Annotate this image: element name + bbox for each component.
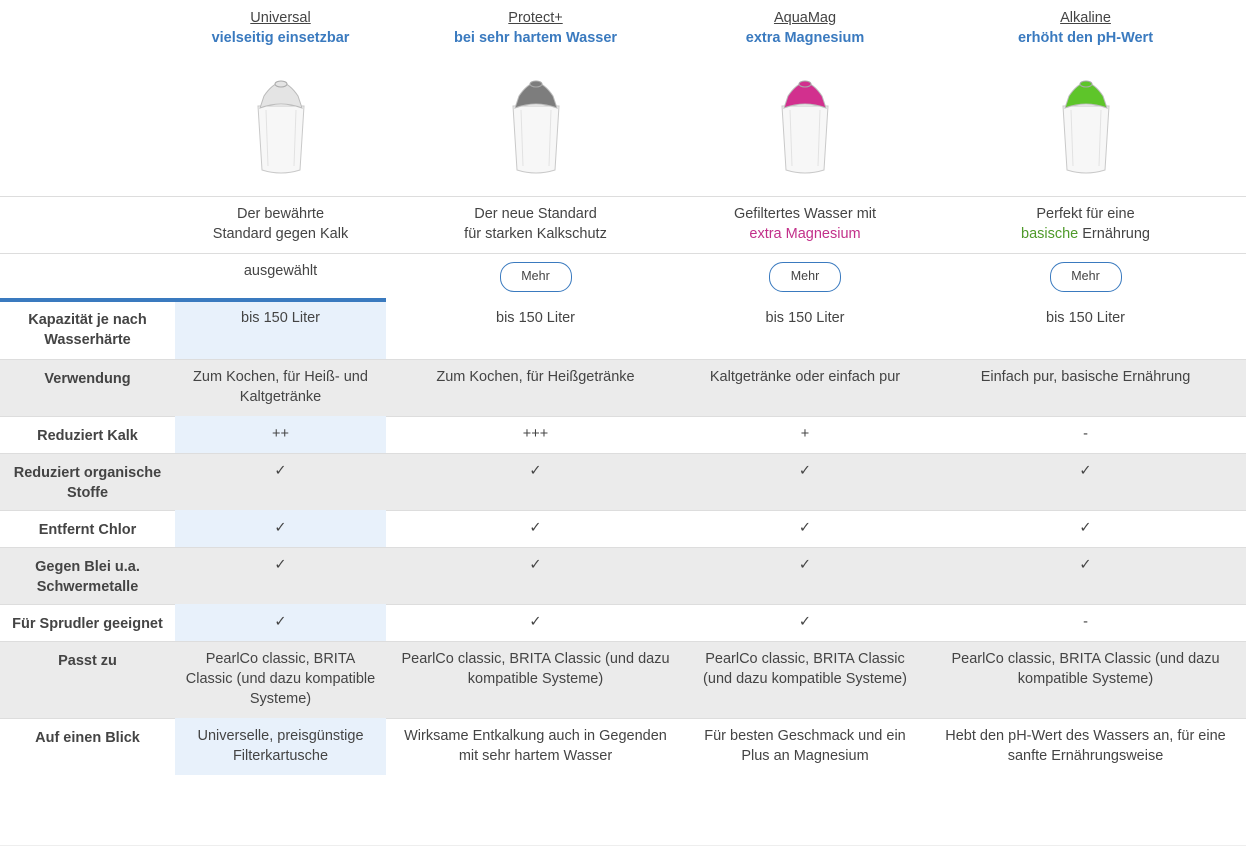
row-label: Entfernt Chlor [38, 522, 137, 538]
row-cell: ✓ [1079, 557, 1092, 573]
row-cell: ✓ [175, 604, 386, 641]
table-row [0, 453, 1246, 510]
row-cell: bis 150 Liter [1046, 310, 1125, 326]
more-button[interactable]: Mehr [769, 262, 841, 292]
row-cell: ✓ [798, 520, 812, 536]
description-text: Gefiltertes Wasser mit [733, 206, 877, 222]
cartridge-svg [256, 80, 305, 174]
cartridge-svg [511, 80, 560, 174]
row-cell: ✓ [529, 520, 542, 536]
table-row [0, 359, 1246, 416]
description-line: extra Magnesium [685, 224, 925, 244]
product-subtitle: erhöht den pH-Wert [1017, 30, 1154, 46]
row-cell: PearlCo classic, BRITA Classic (und dazu… [185, 651, 376, 707]
description-line: Perfekt für eine [925, 204, 1246, 224]
cartridge-image [1051, 78, 1121, 178]
product-description: Gefiltertes Wasser mit extra Magnesium [685, 204, 925, 244]
row-label: Gegen Blei u.a. Schwermetalle [35, 559, 140, 595]
description-line: basische Ernährung [925, 224, 1246, 244]
row-label: Kapazität je nach Wasserhärte [28, 312, 147, 348]
row-cell: ✓ [1079, 520, 1092, 536]
divider [0, 845, 1246, 846]
row-cell: +++ [522, 426, 549, 442]
cartridge-image [246, 78, 316, 178]
row-label: Reduziert organische Stoffe [13, 465, 162, 501]
product-subtitle: extra Magnesium [745, 30, 865, 46]
row-cell: ✓ [529, 557, 542, 573]
product-description: Perfekt für eine basische Ernährung [925, 204, 1246, 244]
description-line: für starken Kalkschutz [386, 224, 685, 244]
product-description: Der neue Standard für starken Kalkschutz [386, 204, 685, 244]
table-row [0, 641, 1246, 718]
row-label: Reduziert Kalk [37, 428, 138, 444]
row-label: Auf einen Blick [35, 730, 140, 746]
cartridge-svg [781, 80, 829, 174]
description-text: für starken Kalkschutz [464, 226, 607, 242]
row-cell: bis 150 Liter [496, 310, 575, 326]
description-text: basische [1021, 226, 1079, 242]
row-cell: + [800, 426, 810, 442]
product-name[interactable]: Protect+ [508, 10, 563, 26]
product-name[interactable]: AquaMag [773, 10, 837, 26]
row-cell: ✓ [798, 557, 812, 573]
row-cell: PearlCo classic, BRITA Classic (und dazu… [401, 651, 670, 687]
row-cell: PearlCo classic, BRITA Classic (und dazu… [703, 651, 907, 687]
row-cell: ✓ [175, 510, 386, 547]
row-cell: Kaltgetränke oder einfach pur [709, 369, 901, 385]
row-cell: Wirksame Entkalkung auch in Gegenden mit… [404, 728, 667, 764]
description-line: Der bewährte [175, 204, 386, 224]
row-cell: ✓ [529, 614, 542, 630]
row-cell: ✓ [274, 463, 287, 479]
cartridge-svg [1061, 80, 1110, 174]
selected-indicator [0, 298, 386, 302]
row-cell: Zum Kochen, für Heiß- und Kaltgetränke [193, 369, 368, 405]
divider [0, 196, 1246, 197]
description-line: Der neue Standard [386, 204, 685, 224]
row-cell: ++ [175, 416, 386, 453]
description-text: Perfekt für eine [1036, 206, 1135, 222]
row-label: Verwendung [44, 371, 131, 387]
row-label: Für Sprudler geeignet [12, 616, 163, 632]
cartridge-image [501, 78, 571, 178]
row-cell: Für besten Geschmack und ein Plus an Mag… [704, 728, 906, 764]
description-text: Der neue Standard [474, 206, 597, 222]
description-line: Standard gegen Kalk [175, 224, 386, 244]
product-subtitle: vielseitig einsetzbar [211, 30, 350, 46]
cartridge-image [770, 78, 840, 178]
row-cell: Einfach pur, basische Ernährung [980, 369, 1191, 385]
row-cell: bis 150 Liter [765, 310, 845, 326]
more-button[interactable]: Mehr [499, 262, 572, 292]
table-row [0, 547, 1246, 604]
row-cell: Universelle, preisgünstige Filterkartusc… [175, 718, 386, 775]
product-subtitle: bei sehr hartem Wasser [453, 30, 618, 46]
product-name[interactable]: Universal [250, 10, 311, 26]
more-button[interactable]: Mehr [1049, 262, 1122, 292]
row-cell: ✓ [798, 463, 812, 479]
row-label: Passt zu [58, 653, 117, 669]
row-cell: PearlCo classic, BRITA Classic (und dazu… [951, 651, 1220, 687]
description-text: extra Magnesium [749, 226, 861, 242]
description-text: Standard gegen Kalk [212, 226, 349, 242]
row-cell: bis 150 Liter [175, 300, 386, 359]
description-text: Ernährung [1078, 226, 1150, 242]
row-cell: ✓ [529, 463, 542, 479]
description-text: Der bewährte [236, 206, 325, 222]
divider [0, 253, 1246, 254]
product-description: Der bewährte Standard gegen Kalk [175, 204, 386, 244]
description-line: Gefiltertes Wasser mit [685, 204, 925, 224]
row-cell: - [1083, 426, 1088, 442]
row-cell: ✓ [1079, 463, 1092, 479]
selected-label: ausgewählt [243, 263, 318, 279]
row-cell: Hebt den pH-Wert des Wassers an, für ein… [945, 728, 1226, 764]
row-cell: ✓ [798, 614, 812, 630]
product-name[interactable]: Alkaline [1060, 10, 1111, 26]
row-cell: ✓ [274, 557, 287, 573]
row-cell: Zum Kochen, für Heißgetränke [436, 369, 635, 385]
row-cell: - [1083, 614, 1088, 630]
